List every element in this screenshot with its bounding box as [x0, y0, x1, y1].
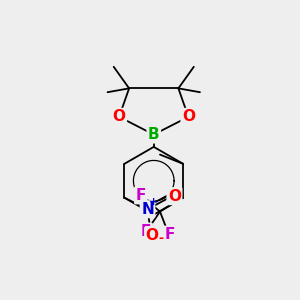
Text: B: B: [148, 127, 160, 142]
Text: O: O: [112, 109, 126, 124]
Text: -: -: [159, 232, 164, 245]
Text: +: +: [149, 197, 158, 207]
Text: F: F: [141, 224, 151, 239]
Text: F: F: [136, 188, 146, 203]
Text: O: O: [146, 228, 159, 243]
Text: F: F: [165, 227, 175, 242]
Text: O: O: [168, 189, 181, 204]
Text: O: O: [182, 109, 195, 124]
Text: N: N: [141, 202, 154, 217]
